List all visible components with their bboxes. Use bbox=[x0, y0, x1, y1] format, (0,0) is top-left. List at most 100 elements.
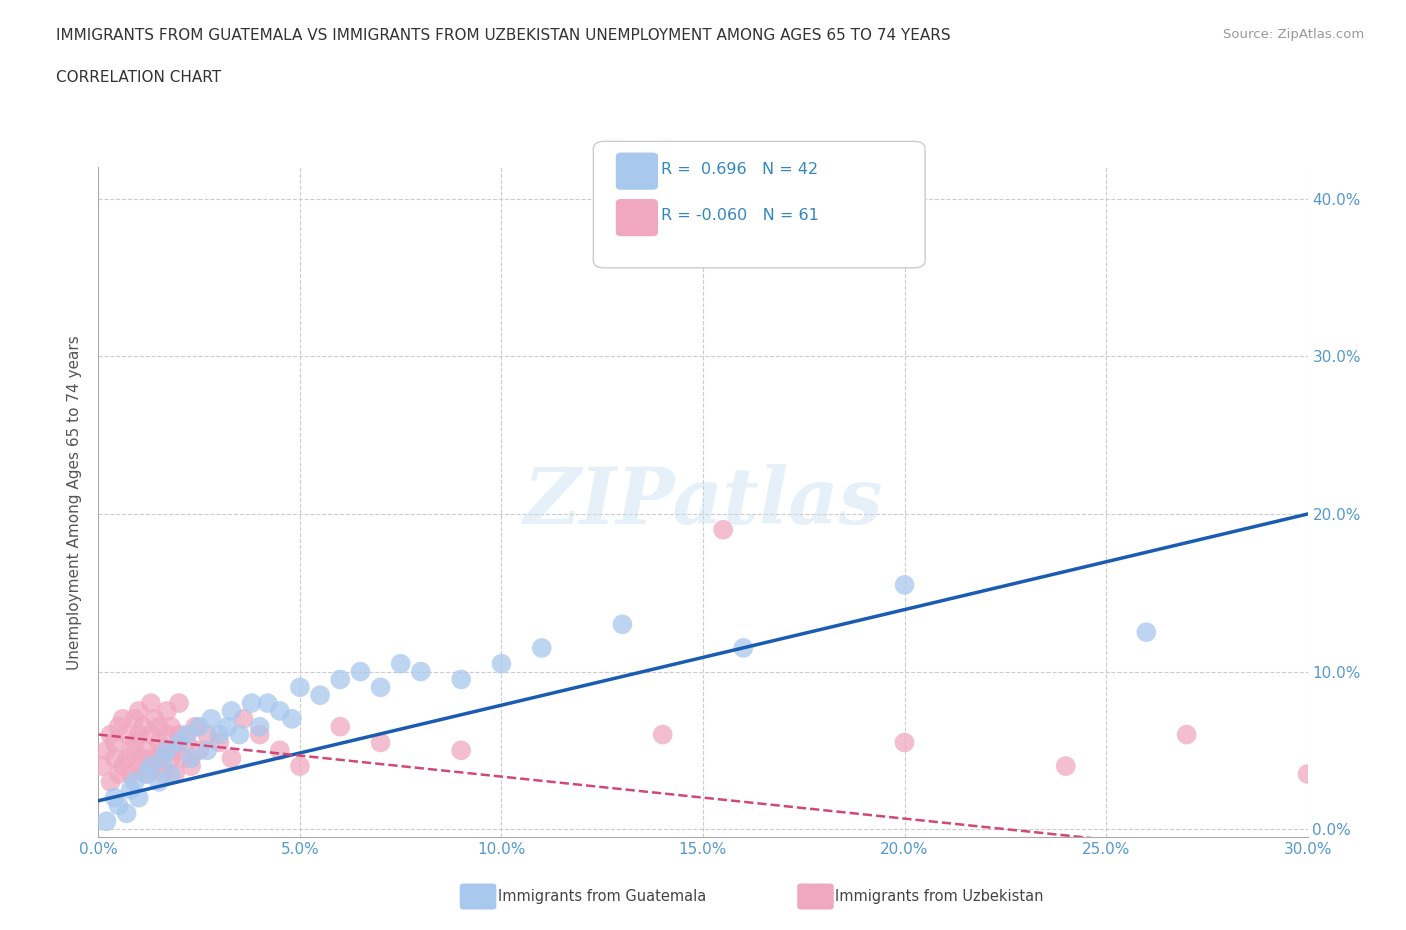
Point bbox=[135, 766, 157, 781]
Point bbox=[132, 719, 155, 734]
Text: Immigrants from Uzbekistan: Immigrants from Uzbekistan bbox=[835, 889, 1043, 904]
Point bbox=[195, 743, 218, 758]
Point bbox=[208, 735, 231, 750]
Point bbox=[100, 775, 122, 790]
Point bbox=[160, 766, 183, 781]
Point bbox=[107, 766, 129, 781]
Point bbox=[329, 672, 352, 687]
Point bbox=[152, 766, 174, 781]
Point bbox=[107, 798, 129, 813]
Point bbox=[96, 814, 118, 829]
Point bbox=[135, 743, 157, 758]
Y-axis label: Unemployment Among Ages 65 to 74 years: Unemployment Among Ages 65 to 74 years bbox=[67, 335, 83, 670]
Point bbox=[195, 727, 218, 742]
Point bbox=[167, 696, 190, 711]
Point bbox=[309, 688, 332, 703]
Point bbox=[288, 680, 311, 695]
Point bbox=[269, 743, 291, 758]
Point bbox=[107, 719, 129, 734]
Point bbox=[100, 727, 122, 742]
Point bbox=[370, 680, 392, 695]
Point bbox=[200, 711, 222, 726]
Point bbox=[163, 743, 186, 758]
Point bbox=[232, 711, 254, 726]
Point bbox=[143, 751, 166, 765]
Text: Source: ZipAtlas.com: Source: ZipAtlas.com bbox=[1223, 28, 1364, 41]
Point bbox=[128, 727, 150, 742]
Point bbox=[180, 759, 202, 774]
Point bbox=[612, 617, 634, 631]
Point bbox=[148, 759, 170, 774]
Point bbox=[1296, 766, 1319, 781]
Point bbox=[893, 578, 915, 592]
Point bbox=[115, 806, 138, 821]
Point bbox=[111, 711, 134, 726]
Point bbox=[389, 657, 412, 671]
Point bbox=[217, 719, 239, 734]
Point bbox=[491, 657, 513, 671]
Point bbox=[176, 727, 198, 742]
Point bbox=[124, 775, 146, 790]
Point bbox=[288, 759, 311, 774]
Point bbox=[172, 751, 194, 765]
Point bbox=[409, 664, 432, 679]
Text: CORRELATION CHART: CORRELATION CHART bbox=[56, 70, 221, 85]
Text: Immigrants from Guatemala: Immigrants from Guatemala bbox=[498, 889, 706, 904]
Point bbox=[281, 711, 304, 726]
Point bbox=[530, 641, 553, 656]
Point bbox=[139, 759, 162, 774]
Point bbox=[370, 735, 392, 750]
Point bbox=[139, 727, 162, 742]
Point bbox=[148, 735, 170, 750]
Point bbox=[733, 641, 755, 656]
Point bbox=[893, 735, 915, 750]
Point bbox=[228, 727, 250, 742]
Point bbox=[349, 664, 371, 679]
Point bbox=[450, 672, 472, 687]
Text: R =  0.696   N = 42: R = 0.696 N = 42 bbox=[661, 162, 818, 177]
Point bbox=[180, 751, 202, 765]
Text: ZIPatlas: ZIPatlas bbox=[523, 464, 883, 540]
Point bbox=[152, 743, 174, 758]
Text: IMMIGRANTS FROM GUATEMALA VS IMMIGRANTS FROM UZBEKISTAN UNEMPLOYMENT AMONG AGES : IMMIGRANTS FROM GUATEMALA VS IMMIGRANTS … bbox=[56, 28, 950, 43]
Point bbox=[163, 766, 186, 781]
Point bbox=[103, 790, 125, 805]
Point bbox=[1175, 727, 1198, 742]
Point bbox=[184, 719, 207, 734]
Point bbox=[1135, 625, 1157, 640]
Text: R = -0.060   N = 61: R = -0.060 N = 61 bbox=[661, 208, 818, 223]
Point bbox=[128, 759, 150, 774]
Point bbox=[120, 782, 142, 797]
Point bbox=[269, 703, 291, 718]
Point bbox=[711, 523, 734, 538]
Point bbox=[143, 711, 166, 726]
Point bbox=[148, 719, 170, 734]
Point bbox=[221, 703, 243, 718]
Point bbox=[156, 703, 179, 718]
Point bbox=[148, 775, 170, 790]
Point bbox=[128, 790, 150, 805]
Point bbox=[329, 719, 352, 734]
Point bbox=[156, 743, 179, 758]
Point bbox=[135, 766, 157, 781]
Point bbox=[167, 735, 190, 750]
Point bbox=[188, 719, 211, 734]
Point bbox=[240, 696, 263, 711]
Point bbox=[208, 727, 231, 742]
Point bbox=[115, 727, 138, 742]
Point bbox=[124, 735, 146, 750]
Point bbox=[176, 735, 198, 750]
Point bbox=[103, 735, 125, 750]
Point bbox=[1054, 759, 1077, 774]
Point bbox=[651, 727, 673, 742]
Point bbox=[221, 751, 243, 765]
Point bbox=[167, 727, 190, 742]
Point bbox=[124, 711, 146, 726]
Point bbox=[156, 727, 179, 742]
Point bbox=[128, 703, 150, 718]
Point bbox=[91, 759, 114, 774]
Point bbox=[120, 766, 142, 781]
Point bbox=[450, 743, 472, 758]
Point bbox=[115, 751, 138, 765]
Point bbox=[249, 719, 271, 734]
